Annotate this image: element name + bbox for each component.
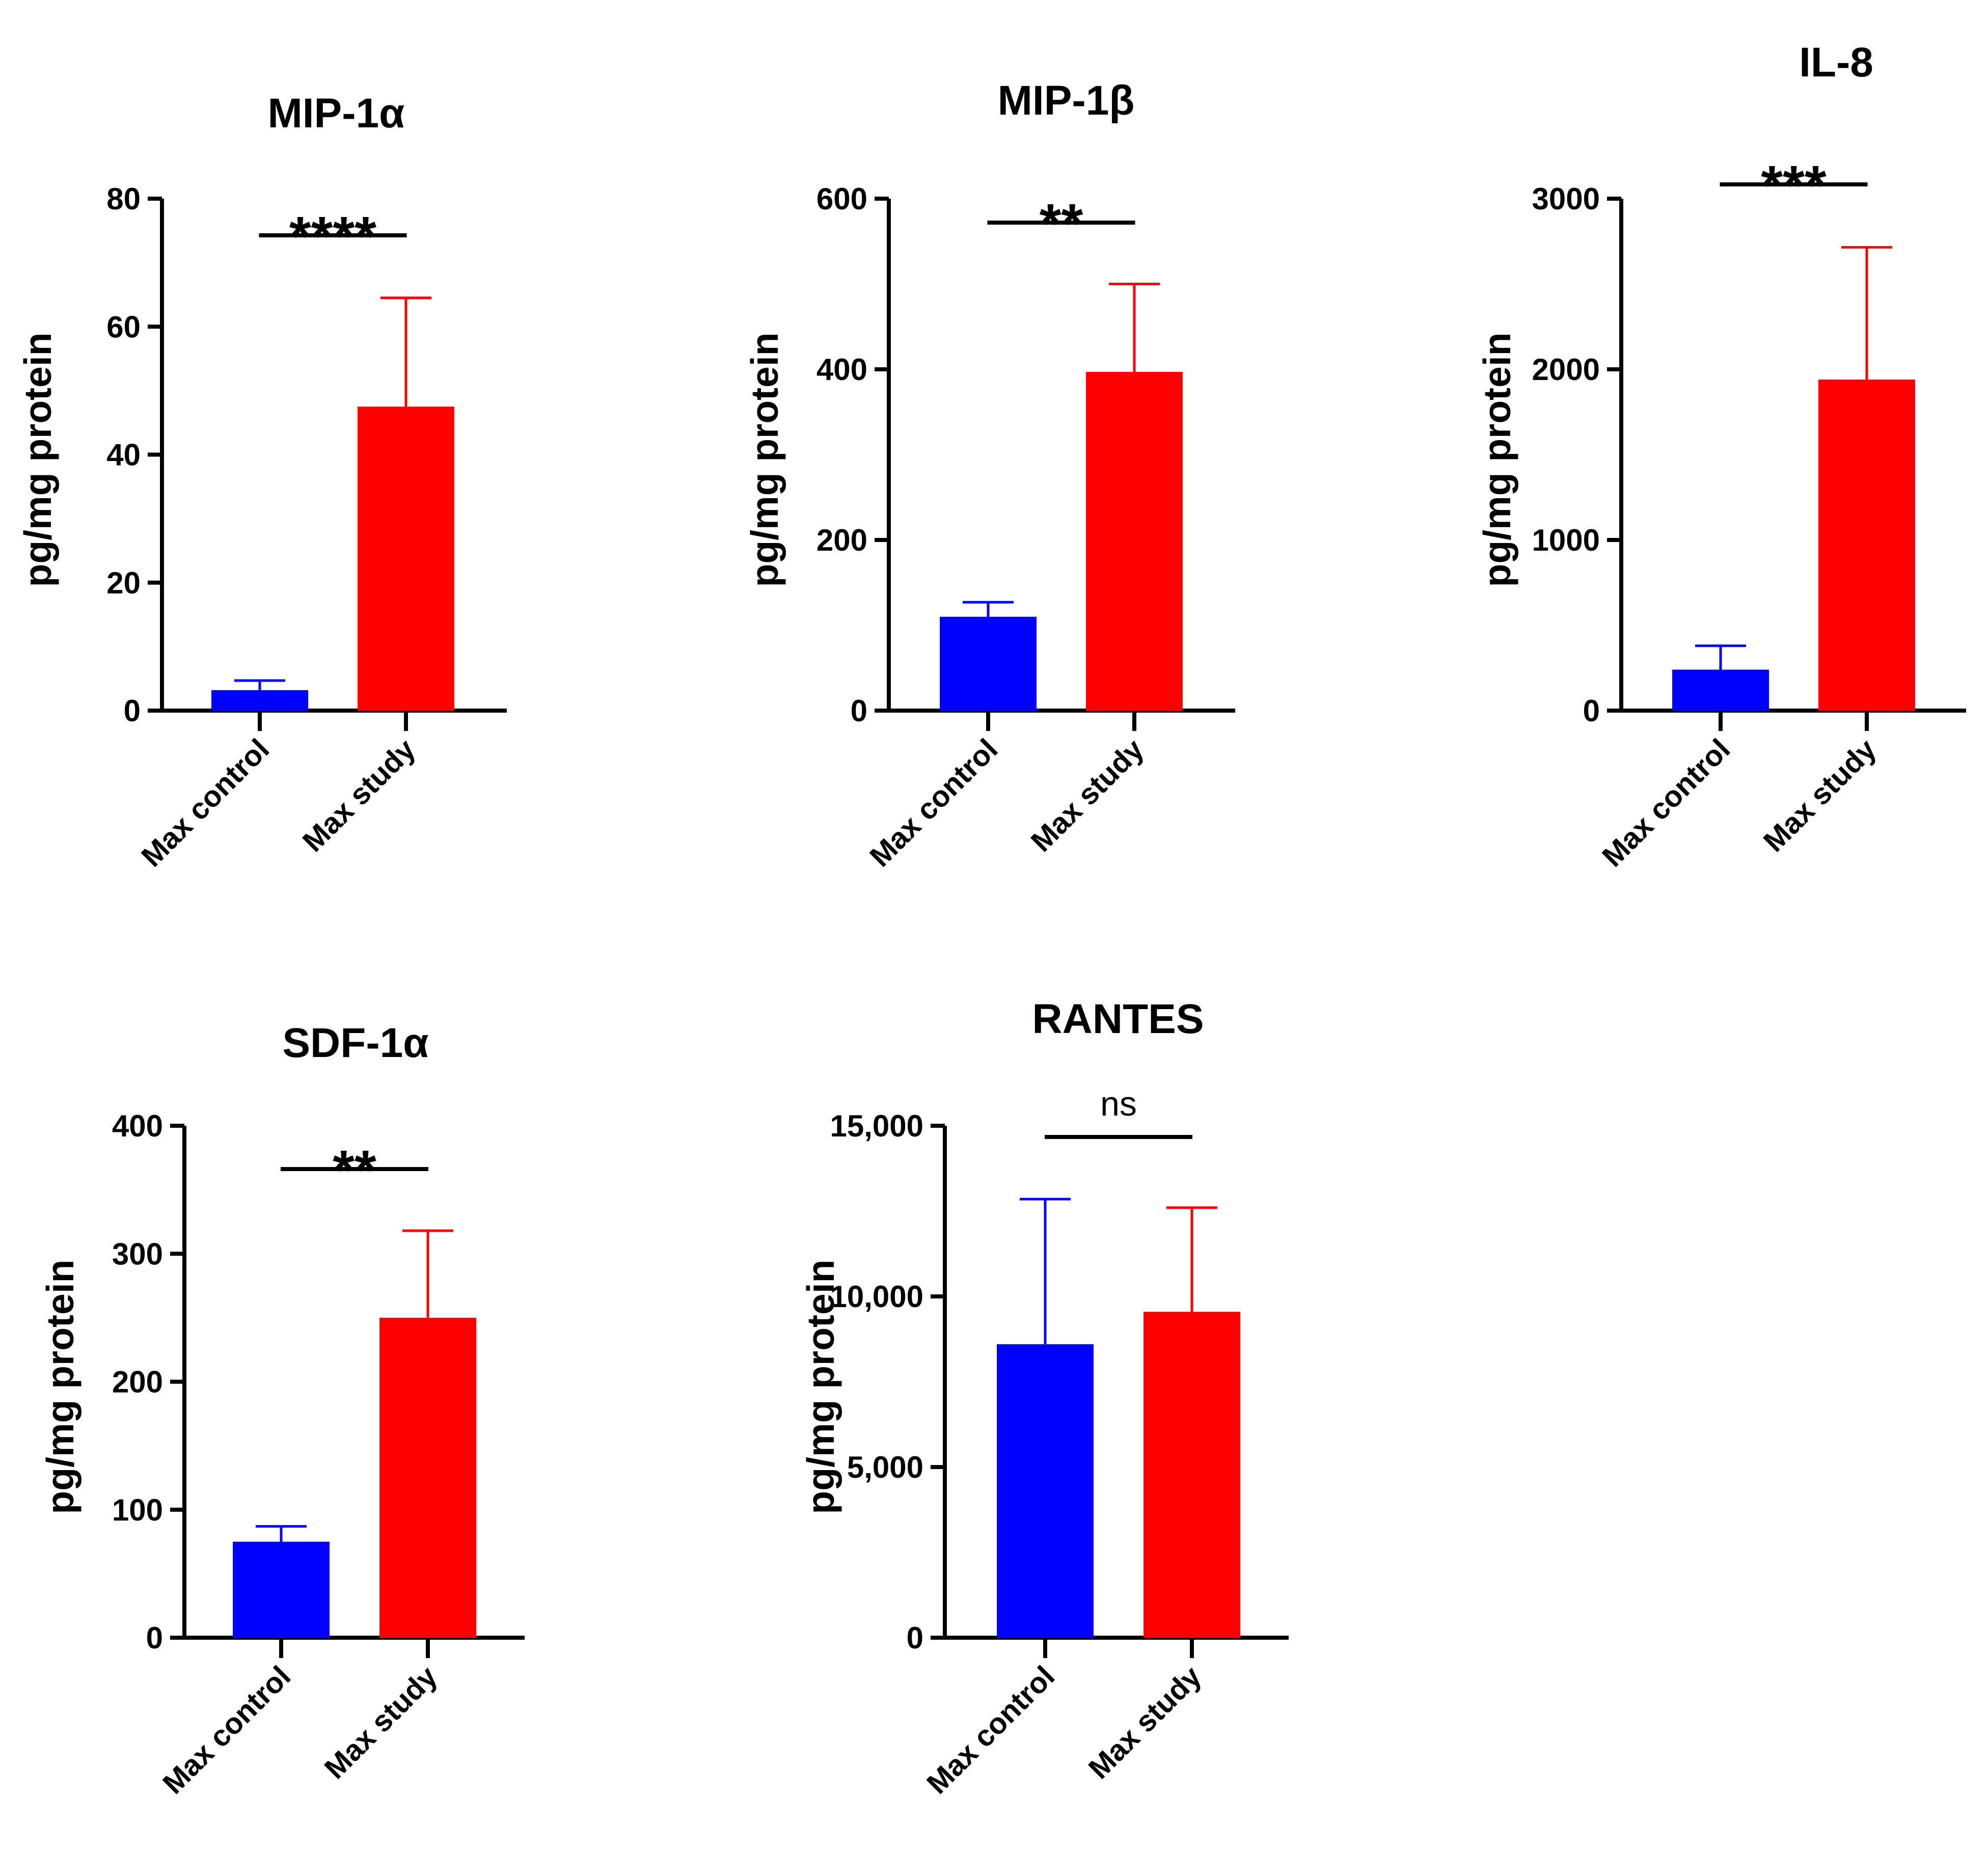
x-tick-label: Max study xyxy=(1082,1660,1208,1785)
bar-max-control xyxy=(1672,669,1769,711)
y-axis-label: pg/mg protein xyxy=(16,333,59,587)
x-tick-label: Max study xyxy=(296,733,422,858)
x-tick-label: Max control xyxy=(135,733,276,873)
y-axis-label: pg/mg protein xyxy=(799,1260,842,1514)
chart-title: RANTES xyxy=(1032,996,1204,1042)
y-tick-label: 40 xyxy=(106,438,141,472)
y-tick-label: 60 xyxy=(106,310,141,344)
bar-max-control xyxy=(233,1541,330,1638)
y-axis-label: pg/mg protein xyxy=(39,1260,81,1514)
bar-max-study xyxy=(358,406,454,711)
bar-max-study xyxy=(1143,1312,1240,1638)
bar-max-control xyxy=(940,616,1037,711)
significance-label: ** xyxy=(333,1139,376,1202)
y-tick-label: 200 xyxy=(112,1365,163,1399)
chart-panel-3: IL-8 pg/mg protein 0 1000 2000 3000 Max contro… xyxy=(1476,39,1966,873)
chart-panel-1: MIP-1α pg/mg protein 0 20 40 60 80 Max control M… xyxy=(16,90,507,873)
chart-title: MIP-1α xyxy=(267,90,404,137)
y-axis-label: pg/mg protein xyxy=(743,333,786,587)
x-tick-label: Max control xyxy=(920,1660,1061,1800)
x-tick-label: Max control xyxy=(156,1660,297,1800)
significance-label: **** xyxy=(289,205,376,268)
chart-panel-4: SDF-1α pg/mg protein 0 100 200 300 400 Max cont… xyxy=(39,1020,525,1800)
chart-panel-5: RANTES pg/mg protein 0 5,000 10,000 15,000 Max… xyxy=(799,996,1289,1800)
y-tick-label: 10,000 xyxy=(830,1280,923,1314)
y-tick-label: 400 xyxy=(816,352,867,387)
y-tick-label: 0 xyxy=(907,1621,923,1655)
y-tick-label: 100 xyxy=(112,1493,163,1527)
y-tick-label: 20 xyxy=(106,566,141,600)
y-tick-label: 1000 xyxy=(1532,523,1600,557)
y-tick-label: 15,000 xyxy=(830,1109,923,1143)
bar-max-study xyxy=(1818,379,1915,711)
y-axis-label: pg/mg protein xyxy=(1476,333,1518,587)
y-tick-label: 5,000 xyxy=(847,1450,923,1484)
x-tick-label: Max study xyxy=(318,1660,444,1785)
y-tick-label: 300 xyxy=(112,1237,163,1271)
y-tick-label: 0 xyxy=(851,694,867,728)
significance-label: ** xyxy=(1040,193,1083,255)
y-tick-label: 3000 xyxy=(1532,182,1600,216)
chart-title: SDF-1α xyxy=(282,1020,428,1066)
chart-title: IL-8 xyxy=(1799,39,1873,86)
y-tick-label: 2000 xyxy=(1532,352,1600,387)
x-tick-label: Max control xyxy=(1596,733,1736,873)
y-tick-label: 600 xyxy=(816,182,867,216)
y-tick-label: 400 xyxy=(112,1109,163,1143)
x-tick-label: Max study xyxy=(1757,733,1883,858)
bar-max-study xyxy=(379,1317,476,1638)
bar-max-study xyxy=(1086,372,1183,711)
bar-max-control xyxy=(997,1344,1094,1638)
bar-max-control xyxy=(211,690,308,711)
significance-label: ns xyxy=(1100,1084,1137,1123)
x-tick-label: Max control xyxy=(863,733,1004,873)
chart-panel-2: MIP-1β pg/mg protein 0 200 400 600 Max control… xyxy=(743,77,1235,873)
significance-label: *** xyxy=(1761,154,1827,217)
y-tick-label: 0 xyxy=(124,694,141,728)
chart-title: MIP-1β xyxy=(998,77,1135,124)
y-tick-label: 0 xyxy=(146,1621,163,1655)
y-tick-label: 0 xyxy=(1583,694,1600,728)
x-tick-label: Max study xyxy=(1025,733,1151,858)
y-tick-label: 200 xyxy=(816,523,867,557)
y-tick-label: 80 xyxy=(106,182,141,216)
